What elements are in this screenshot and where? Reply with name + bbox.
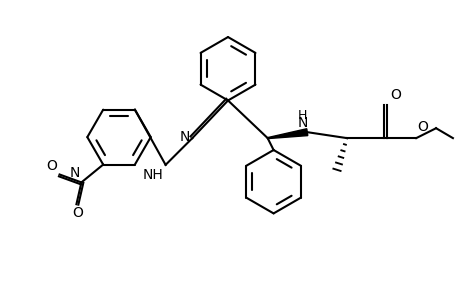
Text: O: O [72, 206, 83, 220]
Text: NH: NH [143, 168, 163, 182]
Text: N: N [70, 167, 80, 180]
Text: N: N [179, 130, 190, 144]
Text: H: H [297, 109, 306, 122]
Text: N: N [297, 116, 307, 130]
Polygon shape [267, 129, 307, 139]
Text: O: O [47, 158, 57, 172]
Text: O: O [416, 120, 427, 134]
Text: O: O [390, 88, 401, 102]
